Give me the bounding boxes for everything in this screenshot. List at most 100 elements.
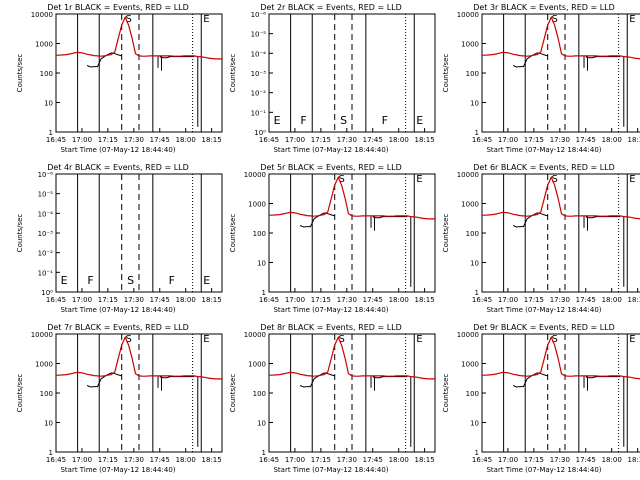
y-axis-label: Counts/sec (442, 374, 450, 413)
x-tick-label: 18:15 (628, 136, 640, 144)
x-tick-label: 17:15 (524, 136, 544, 144)
x-tick-label: 17:45 (150, 456, 170, 464)
flag-letter: S (551, 174, 557, 185)
y-tick-label: 100 (40, 70, 53, 78)
x-tick-label: 17:15 (311, 136, 331, 144)
x-tick-label: 16:45 (259, 136, 279, 144)
y-tick-label: 100 (253, 390, 266, 398)
x-tick-label: 18:15 (415, 456, 435, 464)
x-tick-label: 16:45 (472, 456, 492, 464)
x-tick-label: 17:15 (98, 136, 118, 144)
y-tick-label: 100 (466, 390, 479, 398)
x-tick-label: 16:45 (46, 136, 66, 144)
x-tick-label: 17:00 (285, 296, 305, 304)
x-tick-label: 18:00 (389, 296, 409, 304)
y-axis-label: Counts/sec (229, 374, 237, 413)
y-tick-label: 1000 (461, 41, 479, 49)
y-tick-label: 10 (470, 420, 479, 428)
flag-letter: S (340, 114, 347, 127)
x-tick-label: 17:15 (311, 456, 331, 464)
panel-det-6: Det 6r BLACK = Events, RED = LLD 1 10 100 10… (442, 163, 640, 314)
y-tick-label: 10⁻⁵ (38, 191, 54, 199)
y-tick-label: 10000 (31, 11, 53, 19)
flag-letter: F (382, 114, 388, 127)
y-axis-label: Counts/sec (442, 54, 450, 93)
panel-det-8: Det 8r BLACK = Events, RED = LLD 1 10 100 10… (229, 323, 436, 474)
y-tick-label: 1 (49, 129, 53, 137)
flag-letter: E (203, 334, 209, 345)
x-tick-label: 18:15 (415, 296, 435, 304)
y-tick-label: 10 (470, 100, 479, 108)
y-tick-label: 100 (253, 230, 266, 238)
flag-letter: S (127, 274, 134, 287)
x-tick-label: 18:15 (202, 456, 222, 464)
y-tick-label: 1000 (35, 361, 53, 369)
y-tick-label: 10⁻³ (251, 70, 267, 78)
y-tick-label: 10000 (244, 331, 266, 339)
x-tick-label: 16:45 (46, 456, 66, 464)
flag-letter: E (203, 274, 210, 287)
x-tick-label: 17:00 (498, 456, 518, 464)
y-tick-label: 100 (466, 70, 479, 78)
flag-letter: E (416, 334, 422, 345)
x-tick-label: 17:45 (150, 296, 170, 304)
y-tick-label: 10⁻¹ (251, 109, 267, 117)
panel-title: Det 1r BLACK = Events, RED = LLD (47, 3, 189, 12)
flag-letter: E (61, 274, 68, 287)
flag-letter: E (629, 14, 635, 25)
y-axis-label: Counts/sec (229, 214, 237, 253)
x-tick-label: 16:45 (472, 136, 492, 144)
lld-line (269, 175, 435, 220)
x-tick-label: 17:30 (124, 456, 144, 464)
x-axis-label: Start Time (07-May-12 18:44:40) (273, 146, 388, 154)
x-axis-label: Start Time (07-May-12 18:44:40) (60, 146, 175, 154)
x-tick-label: 18:00 (602, 456, 622, 464)
y-tick-label: 10 (470, 260, 479, 268)
y-tick-label: 10000 (31, 331, 53, 339)
x-tick-label: 16:45 (259, 456, 279, 464)
x-tick-label: 17:45 (363, 456, 383, 464)
lld-line (56, 15, 222, 60)
x-tick-label: 17:00 (72, 136, 92, 144)
x-tick-label: 16:45 (472, 296, 492, 304)
panel-det-3: Det 3r BLACK = Events, RED = LLD 1 10 100 10… (442, 3, 640, 154)
flag-letter: E (629, 334, 635, 345)
y-axis-label: Counts/sec (229, 54, 237, 93)
x-tick-label: 17:15 (524, 456, 544, 464)
flag-letter: F (300, 114, 306, 127)
panel-det-4: Det 4r BLACK = Events, RED = LLD 10⁰ 10⁻¹ 1… (16, 163, 223, 314)
x-tick-label: 17:15 (98, 296, 118, 304)
y-tick-label: 10⁻⁶ (251, 11, 267, 19)
y-tick-label: 10000 (457, 331, 479, 339)
panel-det-7: Det 7r BLACK = Events, RED = LLD 1 10 100 10… (16, 323, 223, 474)
y-axis-label: Counts/sec (16, 214, 24, 253)
x-tick-label: 18:15 (202, 136, 222, 144)
flag-letter: S (125, 334, 131, 345)
x-tick-label: 17:30 (550, 456, 570, 464)
panel-title: Det 6r BLACK = Events, RED = LLD (473, 163, 615, 172)
x-tick-label: 17:30 (337, 296, 357, 304)
x-tick-label: 17:00 (498, 296, 518, 304)
y-tick-label: 1 (475, 289, 479, 297)
x-tick-label: 18:00 (176, 136, 196, 144)
x-axis-label: Start Time (07-May-12 18:44:40) (60, 306, 175, 314)
panel-det-2: Det 2r BLACK = Events, RED = LLD 10⁰ 10⁻¹ 1… (229, 3, 436, 154)
y-axis-label: Counts/sec (16, 374, 24, 413)
y-tick-label: 10000 (457, 171, 479, 179)
x-axis-label: Start Time (07-May-12 18:44:40) (486, 306, 601, 314)
y-tick-label: 1000 (248, 201, 266, 209)
x-tick-label: 17:00 (285, 456, 305, 464)
flag-letter: S (125, 14, 131, 25)
x-tick-label: 18:00 (176, 456, 196, 464)
panel-title: Det 2r BLACK = Events, RED = LLD (260, 3, 402, 12)
y-tick-label: 100 (40, 390, 53, 398)
y-tick-label: 1 (262, 289, 266, 297)
flag-letter: F (87, 274, 93, 287)
lld-line (482, 15, 640, 60)
flag-letter: E (416, 114, 423, 127)
x-tick-label: 17:45 (363, 136, 383, 144)
y-tick-label: 10 (44, 420, 53, 428)
x-tick-label: 17:00 (285, 136, 305, 144)
x-tick-label: 17:45 (150, 136, 170, 144)
x-tick-label: 16:45 (46, 296, 66, 304)
